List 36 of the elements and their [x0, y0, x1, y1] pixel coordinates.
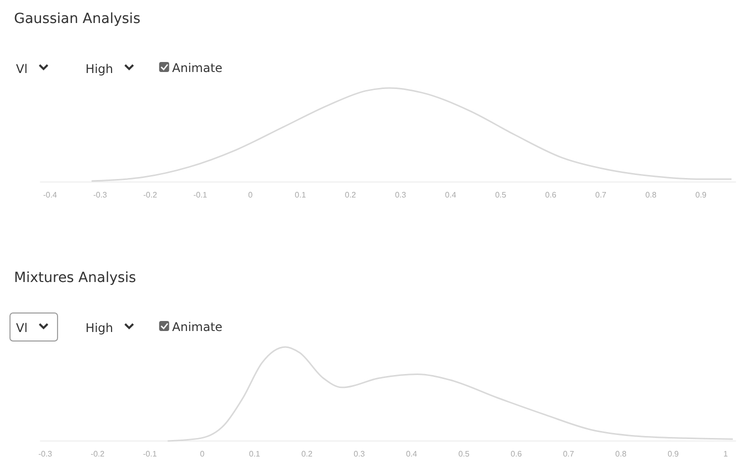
x-tick-label: -0.3 — [93, 190, 108, 200]
x-tick-label: 0.3 — [354, 450, 366, 459]
x-tick-label: 0.2 — [344, 190, 357, 200]
x-tick-label: 0 — [200, 450, 205, 459]
text: Vl — [16, 62, 28, 76]
x-tick-label: 0.9 — [668, 450, 680, 459]
text: Animate — [172, 320, 222, 334]
text: High — [86, 62, 114, 76]
x-tick-label: 0.6 — [545, 190, 557, 200]
x-tick-label: -0.1 — [193, 190, 208, 200]
chart-title: Gaussian Analysis — [14, 11, 140, 27]
x-tick-label: -0.4 — [43, 190, 58, 200]
x-tick-label: -0.2 — [143, 190, 158, 200]
x-tick-label: 0.4 — [445, 190, 457, 200]
x-tick-label: 0.2 — [301, 450, 313, 459]
x-tick-label: -0.3 — [38, 450, 53, 459]
x-tick-label: 0.3 — [394, 190, 407, 200]
x-tick-label: 0.8 — [615, 450, 627, 459]
x-tick-label: -0.2 — [90, 450, 105, 459]
x-tick-label: 0.8 — [645, 190, 657, 200]
x-tick-label: 0.9 — [695, 190, 708, 200]
x-tick-label: 0.7 — [562, 450, 575, 459]
x-tick-label: 0.6 — [510, 450, 522, 459]
chart-title: Mixtures Analysis — [14, 270, 136, 286]
x-tick-label: 0 — [248, 190, 254, 200]
x-tick-label: 1 — [723, 450, 728, 459]
x-tick-label: 0.4 — [406, 450, 418, 459]
x-tick-label: 0.1 — [248, 450, 261, 459]
text: High — [86, 321, 114, 335]
x-tick-label: -0.1 — [142, 450, 158, 459]
x-tick-label: 0.5 — [458, 450, 470, 459]
x-tick-label: 0.7 — [595, 190, 607, 200]
text: Animate — [172, 61, 222, 75]
x-tick-label: 0.5 — [495, 190, 507, 200]
x-tick-label: 0.1 — [294, 190, 306, 200]
text: Vl — [16, 321, 28, 335]
